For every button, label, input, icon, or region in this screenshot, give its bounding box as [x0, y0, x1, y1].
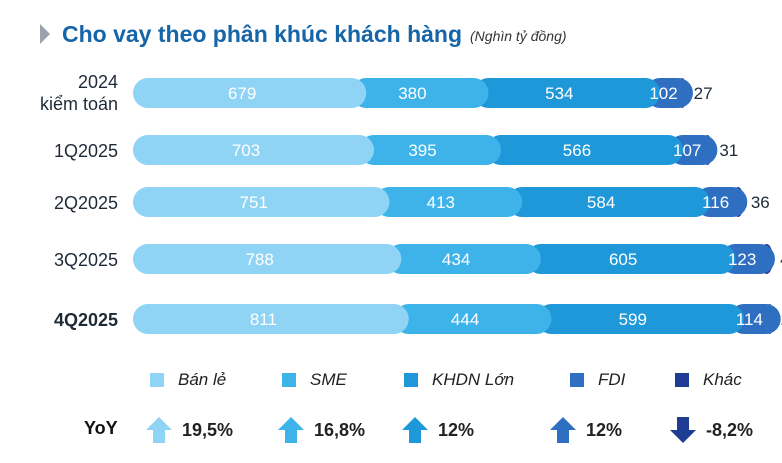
data-label: 36 [751, 193, 770, 212]
bar-segment [133, 78, 367, 108]
bar-segment [393, 304, 552, 334]
arrow-up-icon [402, 417, 428, 443]
chart-header: Cho vay theo phân khúc khách hàng (Nghìn… [40, 14, 567, 54]
legend-item: SME [282, 366, 347, 394]
legend-label: KHDN Lớn [432, 370, 515, 389]
data-label: 566 [563, 141, 591, 160]
yoy-item: 16,8% [276, 412, 365, 448]
data-label: 444 [451, 310, 479, 329]
bar-segment [486, 135, 683, 165]
bar-segment [374, 187, 523, 217]
title-marker-icon [40, 24, 50, 44]
bar-segment [536, 304, 745, 334]
legend-item: Khác [675, 366, 742, 394]
data-label: 102 [649, 84, 677, 103]
legend-label: Bán lẻ [178, 370, 227, 389]
bar-group [133, 304, 781, 334]
bar-group [133, 135, 718, 165]
data-label: 107 [673, 141, 701, 160]
bar-segment [473, 78, 661, 108]
data-label: 114 [736, 310, 763, 329]
bar-segment [359, 135, 502, 165]
data-label: 751 [240, 193, 268, 212]
data-label: 811 [250, 310, 277, 329]
bar-segment [507, 187, 710, 217]
category-label: 2024 [78, 72, 118, 92]
category-label: kiểm toán [40, 94, 118, 114]
legend-item: FDI [570, 366, 625, 394]
bar-group [133, 78, 693, 108]
data-label: 703 [232, 141, 260, 160]
legend-swatch [150, 373, 164, 387]
chart-unit-subtitle: (Nghìn tỷ đồng) [470, 28, 567, 44]
data-label: 534 [545, 84, 573, 103]
data-label: 380 [398, 84, 426, 103]
legend-item: KHDN Lớn [404, 366, 514, 394]
category-label: 1Q2025 [54, 141, 118, 161]
data-label: 788 [245, 250, 273, 269]
legend-swatch [404, 373, 418, 387]
data-label: 25 [781, 310, 782, 329]
bar-segment [351, 78, 489, 108]
data-label: 395 [408, 141, 436, 160]
legend-swatch [675, 373, 689, 387]
arrow-up-icon [146, 417, 172, 443]
legend-swatch [282, 373, 296, 387]
yoy-item: -8,2% [668, 412, 753, 448]
bar-segment [720, 244, 775, 274]
bar-group [133, 244, 775, 274]
yoy-item: 12% [400, 412, 474, 448]
chart-title: Cho vay theo phân khúc khách hàng [62, 20, 463, 47]
data-label: 605 [609, 250, 637, 269]
yoy-value: 12% [586, 419, 623, 440]
bar-segment [694, 187, 748, 217]
yoy-item: 19,5% [144, 412, 233, 448]
data-label: 413 [427, 193, 455, 212]
data-label: 41 [780, 250, 782, 269]
yoy-item: 12% [548, 412, 622, 448]
data-label: 434 [442, 250, 470, 269]
bar-segment [133, 187, 390, 217]
bar-group [133, 187, 748, 217]
data-label: 599 [619, 310, 647, 329]
data-label: 31 [719, 141, 738, 160]
legend-label: SME [310, 370, 347, 389]
yoy-value: 12% [438, 419, 475, 440]
data-label: 27 [694, 84, 713, 103]
arrow-up-icon [278, 417, 304, 443]
legend-swatch [570, 373, 584, 387]
legend-label: Khác [703, 370, 742, 389]
bar-segment [133, 135, 375, 165]
yoy-value: 19,5% [182, 419, 234, 440]
yoy-value: 16,8% [314, 419, 366, 440]
yoy-label: YoY [84, 418, 118, 438]
bar-segment [525, 244, 736, 274]
data-label: 116 [702, 193, 729, 212]
arrow-up-icon [550, 417, 576, 443]
category-label: 4Q2025 [54, 310, 118, 330]
bar-segment [386, 244, 541, 274]
arrow-down-icon [670, 417, 696, 443]
legend-label: FDI [598, 370, 626, 389]
data-label: 584 [587, 193, 615, 212]
yoy-value: -8,2% [706, 419, 754, 440]
data-label: 123 [728, 250, 756, 269]
category-label: 3Q2025 [54, 250, 118, 270]
data-label: 679 [228, 84, 256, 103]
bar-segment [133, 244, 402, 274]
bar-segment [133, 304, 409, 334]
category-label: 2Q2025 [54, 193, 118, 213]
legend-item: Bán lẻ [150, 366, 226, 394]
chart-legend: Bán lẻ SME KHDN Lớn FDI Khác [150, 366, 770, 394]
